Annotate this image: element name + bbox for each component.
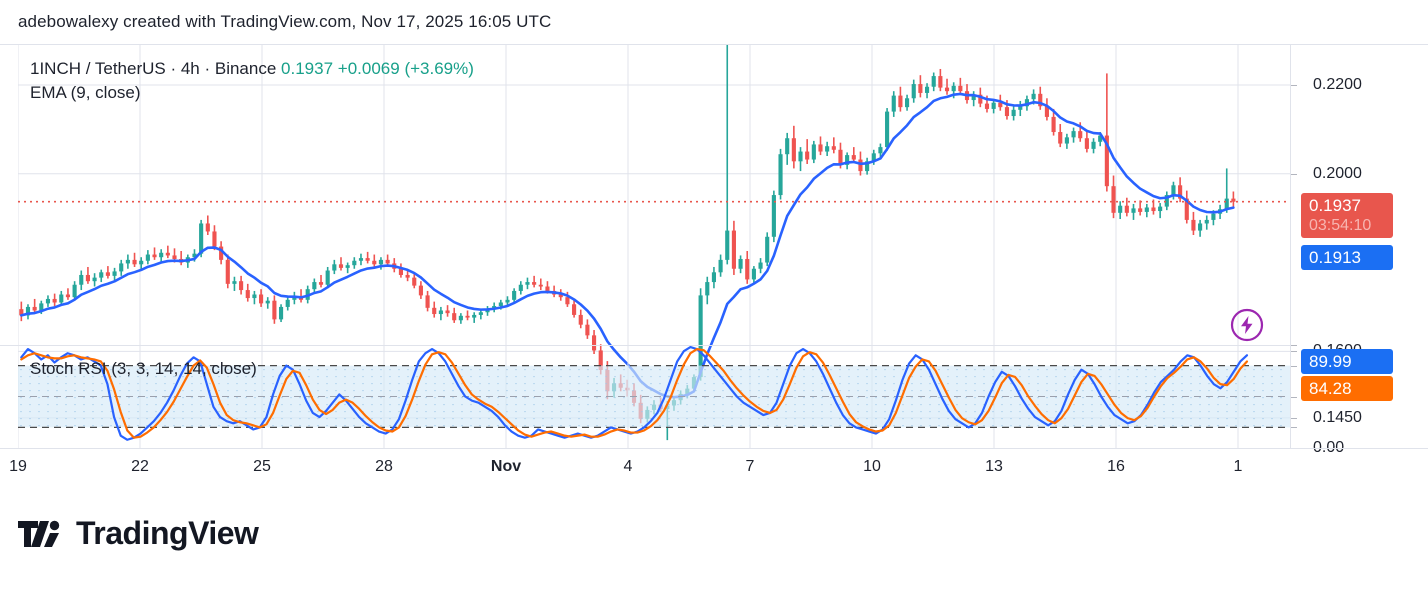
tradingview-footer: TradingView	[18, 515, 259, 552]
ema-legend-row[interactable]: EMA (9, close)	[30, 82, 474, 104]
stoch-rsi-svg	[18, 345, 1290, 448]
legend-change: +0.0069	[337, 59, 400, 78]
stoch-rsi-legend[interactable]: Stoch RSI (3, 3, 14, 14, close)	[30, 359, 257, 379]
time-axis-label: 7	[745, 458, 755, 475]
tradingview-wordmark: TradingView	[76, 515, 259, 551]
time-axis-label: 16	[1107, 458, 1125, 475]
current-price-value: 0.1937	[1309, 196, 1361, 215]
price-tick-mark	[1291, 417, 1297, 419]
time-axis-label: 10	[863, 458, 881, 475]
price-tick-label: 0.1450	[1313, 408, 1362, 426]
time-axis-label: 13	[985, 458, 1003, 475]
ema-value-badge[interactable]: 0.1913	[1301, 245, 1393, 270]
price-tick-mark	[1291, 173, 1297, 175]
price-tick-mark	[1291, 351, 1297, 353]
stoch-tick-mark	[1291, 345, 1297, 346]
time-axis-label: 19	[9, 458, 27, 475]
legend-last-price: 0.1937	[281, 59, 334, 78]
time-axis-label: 28	[375, 458, 393, 475]
bar-countdown: 03:54:10	[1309, 217, 1372, 234]
chart-legend: 1INCH / TetherUS · 4h · Binance 0.1937 +…	[30, 58, 474, 104]
stoch-d-badge[interactable]: 84.28	[1301, 376, 1393, 401]
price-tick-mark	[1291, 84, 1297, 86]
attribution-header: adebowalexy created with TradingView.com…	[0, 0, 1428, 44]
time-axis-label: 22	[131, 458, 149, 475]
price-tick-label: 0.2000	[1313, 164, 1362, 182]
stoch-rsi-title: Stoch RSI (3, 3, 14, 14, close)	[30, 359, 257, 378]
stoch-k-value: 89.99	[1309, 352, 1352, 371]
stoch-tick-label: 0.00	[1313, 439, 1345, 456]
legend-change-percent: (+3.69%)	[404, 59, 474, 78]
ema-indicator-label: EMA (9, close)	[30, 83, 141, 102]
time-axis-label: 1	[1233, 458, 1243, 475]
stoch-tick-mark	[1291, 365, 1297, 367]
stoch-tick-mark	[1291, 427, 1297, 429]
stoch-axis[interactable]: 0.00 89.99 84.28	[1290, 345, 1428, 456]
lightning-bolt-icon[interactable]	[1229, 307, 1265, 343]
stoch-k-badge[interactable]: 89.99	[1301, 349, 1393, 374]
time-axis-label: Nov	[490, 458, 522, 475]
symbol-description: 1INCH / TetherUS · 4h · Binance	[30, 59, 277, 78]
stoch-d-value: 84.28	[1309, 379, 1352, 398]
time-axis[interactable]: 19 22 25 28 Nov 4 7 10 13 16 1	[0, 448, 1428, 488]
symbol-legend-row[interactable]: 1INCH / TetherUS · 4h · Binance 0.1937 +…	[30, 58, 474, 80]
stoch-rsi-panel: 0.00 89.99 84.28	[0, 345, 1428, 456]
stoch-plot-area[interactable]	[18, 345, 1290, 448]
attribution-text: adebowalexy created with TradingView.com…	[18, 12, 552, 31]
time-axis-label: 25	[253, 458, 271, 475]
tradingview-logo-icon	[18, 520, 60, 547]
stoch-tick-mark	[1291, 396, 1297, 398]
ema-value: 0.1913	[1309, 248, 1361, 267]
time-axis-label: 4	[623, 458, 633, 475]
panel-divider	[0, 345, 1290, 346]
current-price-badge[interactable]: 0.1937 03:54:10	[1301, 193, 1393, 238]
price-tick-label: 0.2200	[1313, 75, 1362, 93]
